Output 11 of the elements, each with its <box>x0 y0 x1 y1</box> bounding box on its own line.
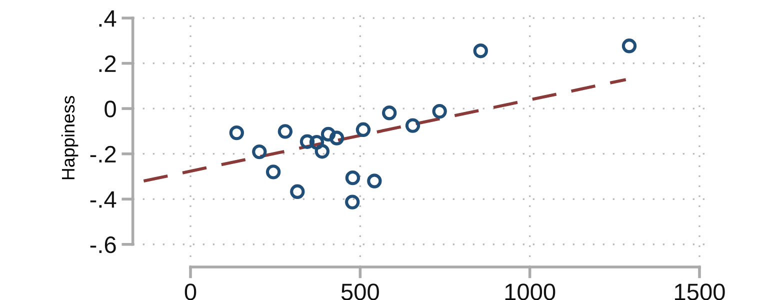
x-tick-label: 1000 <box>505 284 556 300</box>
y-tick-label: .4 <box>99 10 116 27</box>
y-tick-label: -.2 <box>90 146 116 162</box>
x-tick-label: 1500 <box>675 284 725 300</box>
y-tick-label: 0 <box>104 100 116 118</box>
y-tick-label: -.4 <box>90 191 116 208</box>
x-tick-label: 500 <box>341 284 379 300</box>
y-tick-label: .2 <box>99 55 116 72</box>
y-tick-label: -.6 <box>90 236 116 254</box>
y-axis-title: Happiness <box>61 96 78 180</box>
x-tick-label: 0 <box>184 284 196 300</box>
